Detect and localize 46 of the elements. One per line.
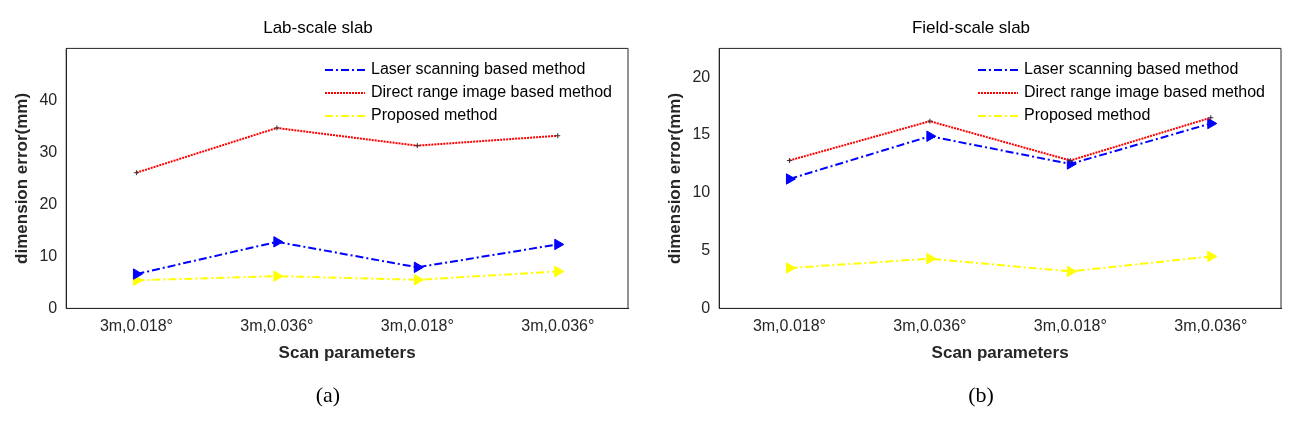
chart-title: Lab-scale slab [263, 17, 373, 37]
y-tick-label: 10 [692, 183, 711, 201]
point [413, 274, 424, 286]
y-tick-label: 15 [692, 125, 711, 143]
point [1207, 117, 1218, 130]
text: (b) [967, 382, 995, 408]
legend-label: Direct range image based method [1023, 83, 1266, 101]
x-tick-label: 3m,0.018° [752, 317, 826, 335]
y-tick-label: 40 [39, 90, 58, 108]
point [413, 261, 424, 274]
x-tick-label: 3m,0.018° [380, 317, 454, 335]
legend-label: Direct range image based method [370, 83, 613, 101]
x-tick-label: 3m,0.036° [240, 317, 314, 335]
point [273, 270, 284, 282]
point [785, 262, 796, 274]
y-tick-label: 20 [692, 67, 711, 85]
point [1066, 265, 1077, 278]
legend-label: Proposed method [1023, 106, 1151, 124]
y-tick-label: 0 [48, 298, 58, 316]
point [926, 130, 937, 142]
x-tick-label: 3m,0.018° [1033, 317, 1107, 335]
x-tick-label: 3m,0.036° [1174, 317, 1248, 335]
x-tick-label: 3m,0.036° [893, 317, 967, 335]
x-tick-label: 3m,0.018° [99, 317, 173, 335]
point [1207, 250, 1218, 263]
y-axis-title: dimension error(mm) [664, 92, 684, 264]
legend-label: Laser scanning based method [1023, 60, 1239, 78]
legend-label: Proposed method [370, 106, 498, 124]
text: (a) [314, 382, 342, 408]
y-tick-label: 5 [701, 241, 711, 259]
point [132, 268, 143, 280]
y-axis-title: dimension error(mm) [11, 92, 31, 264]
point [785, 173, 796, 185]
point [273, 236, 284, 248]
y-tick-label: 30 [39, 142, 58, 160]
x-tick-label: 3m,0.036° [521, 317, 595, 335]
point [926, 253, 937, 265]
chart-title: Field-scale slab [911, 17, 1031, 37]
x-axis-title: Scan parameters [278, 343, 416, 363]
point [554, 265, 565, 278]
y-tick-label: 10 [39, 246, 58, 264]
y-tick-label: 20 [39, 194, 58, 212]
y-tick-label: 0 [701, 298, 711, 316]
x-axis-title: Scan parameters [931, 343, 1069, 363]
legend-label: Laser scanning based method [370, 60, 586, 78]
point [554, 238, 565, 251]
